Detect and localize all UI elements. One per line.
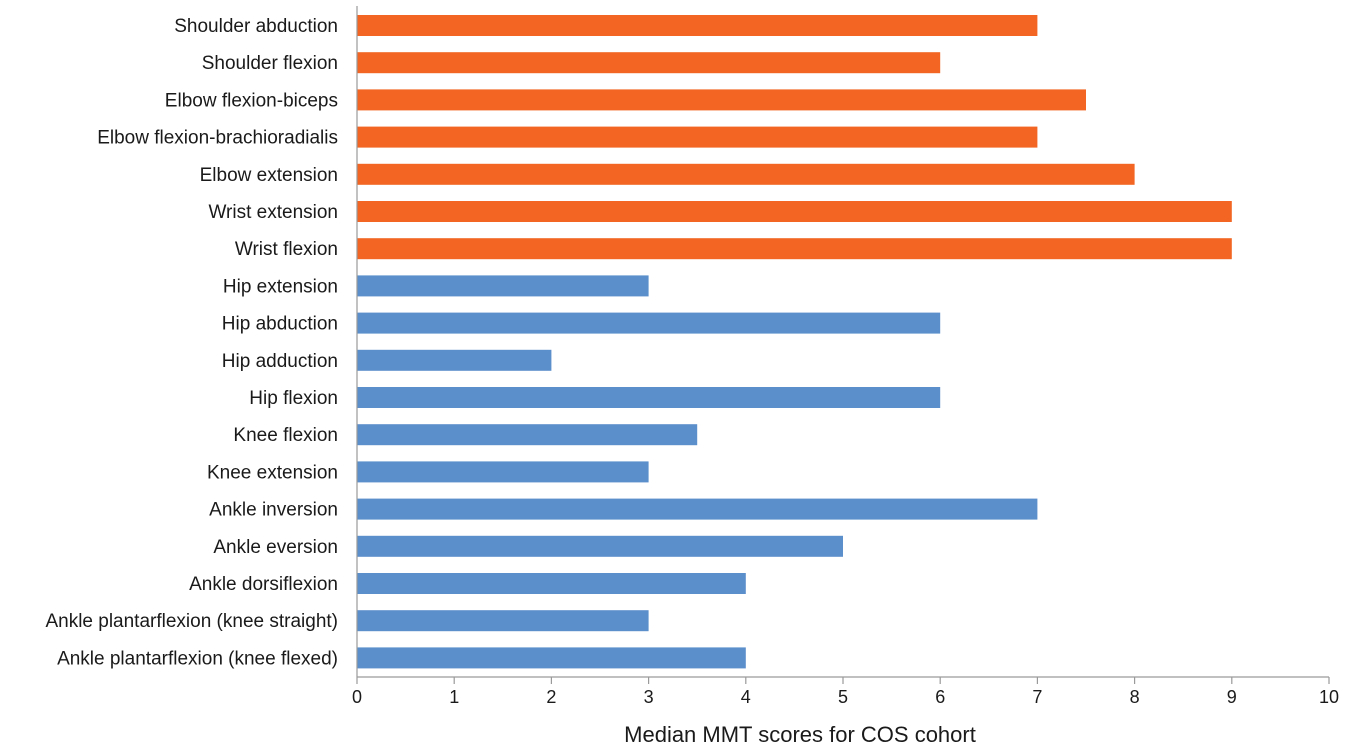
bar-8 [357,312,941,334]
bar-10 [357,387,941,408]
x-tick-label: 10 [1319,687,1339,707]
x-tick-label: 5 [838,687,848,707]
category-label: Hip flexion [249,388,338,409]
category-label: Elbow flexion-brachioradialis [97,128,338,149]
bar-6 [357,238,1232,260]
category-label: Elbow extension [200,165,338,186]
bar-13 [357,498,1038,520]
category-label: Hip abduction [222,314,338,335]
bar-4 [357,163,1135,185]
bar-14 [357,535,843,557]
x-tick-label: 7 [1032,687,1042,707]
bar-0 [357,15,1038,36]
category-label: Ankle plantarflexion (knee flexed) [57,648,338,669]
x-axis: 0 1 2 3 4 5 6 7 8 9 10 [352,6,1339,707]
bar-7 [357,275,649,297]
bar-3 [357,126,1038,148]
bar-17 [357,647,746,669]
category-label: Ankle plantarflexion (knee straight) [45,611,338,632]
category-labels-group: Shoulder abduction Shoulder flexion Elbow … [45,16,338,669]
bar-2 [357,89,1086,111]
bar-15 [357,573,746,594]
x-axis-title: Median MMT scores for COS cohort [624,722,976,746]
x-tick-label: 8 [1130,687,1140,707]
x-tick-label: 1 [449,687,459,707]
x-tick-label: 2 [546,687,556,707]
category-label: Knee extension [207,462,338,483]
category-label: Shoulder flexion [202,53,338,74]
bar-9 [357,349,552,371]
bar-12 [357,461,649,483]
x-tick-label: 4 [741,687,751,707]
category-label: Hip adduction [222,351,338,372]
category-label: Ankle inversion [209,500,338,521]
bar-1 [357,52,941,74]
x-tick-label: 9 [1227,687,1237,707]
bar-16 [357,610,649,632]
category-label: Wrist flexion [235,239,338,260]
x-tick-label: 6 [935,687,945,707]
category-label: Wrist extension [208,202,338,223]
category-label: Hip extension [223,276,338,297]
bar-11 [357,424,698,446]
category-label: Ankle eversion [213,537,338,558]
category-label: Knee flexion [233,425,338,446]
x-tick-label: 3 [644,687,654,707]
x-tick-label: 0 [352,687,362,707]
bar-5 [357,201,1232,222]
category-label: Elbow flexion-biceps [165,90,338,111]
bars-group [357,15,1232,669]
category-label: Ankle dorsiflexion [189,574,338,595]
category-label: Shoulder abduction [174,16,338,37]
